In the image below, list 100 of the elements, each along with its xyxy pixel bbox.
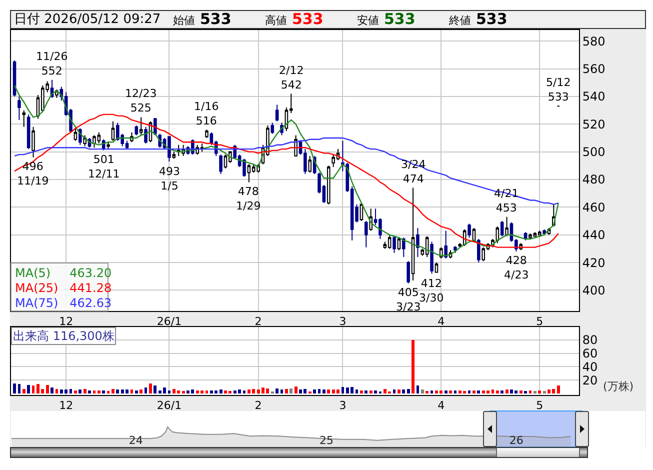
bar xyxy=(46,384,49,394)
bar xyxy=(154,386,157,394)
x-tick-label: 4 xyxy=(438,399,445,412)
y-tick-label: 40 xyxy=(582,360,598,374)
bar xyxy=(140,390,143,394)
candlestick xyxy=(454,245,457,254)
text: 533 xyxy=(292,10,324,28)
y-tick-label: 560 xyxy=(582,62,606,76)
x-tick-label: 24 xyxy=(128,434,143,447)
bar xyxy=(374,390,377,394)
x-tick-label: 26 xyxy=(509,434,524,447)
bar xyxy=(369,390,372,394)
text: MA(75) 462.63 xyxy=(15,296,112,310)
x-tick-label: 3 xyxy=(339,399,346,412)
bar xyxy=(500,390,504,394)
candlestick xyxy=(364,220,368,248)
bar xyxy=(290,388,293,394)
candlestick xyxy=(18,96,21,120)
bar xyxy=(102,390,106,394)
candlestick xyxy=(444,230,448,259)
text: 533 xyxy=(200,10,232,28)
y-tick-label: 480 xyxy=(582,172,606,187)
bar xyxy=(27,384,30,394)
annotation: 1/16 516 xyxy=(194,100,219,128)
bar xyxy=(505,390,508,394)
annotation: 11/26 552 xyxy=(36,50,68,78)
candlestick xyxy=(505,216,508,237)
x-tick-label: 25 xyxy=(319,434,334,447)
candlestick xyxy=(542,228,546,236)
text: 533 xyxy=(476,10,508,28)
y-tick-label: 60 xyxy=(582,346,598,360)
annotation: 493 1/5 xyxy=(159,165,180,192)
annotation: 5/12 533 xyxy=(546,76,571,104)
candlestick xyxy=(411,187,415,282)
candlestick xyxy=(468,223,471,238)
bar xyxy=(149,384,152,394)
x-tick-label: 26/1 xyxy=(156,315,182,328)
bar xyxy=(398,390,400,394)
bar xyxy=(13,384,16,394)
x-tick-label: 5 xyxy=(536,399,544,412)
x-tick-label: 5 xyxy=(536,315,544,328)
candlestick xyxy=(308,155,312,174)
candlestick xyxy=(270,122,274,134)
annotation: 405 3/23 xyxy=(396,286,421,314)
bar xyxy=(88,390,91,394)
y-tick-label: 520 xyxy=(582,117,606,132)
candlestick xyxy=(172,151,176,160)
bar xyxy=(97,390,100,394)
bar xyxy=(78,390,82,394)
x-tick-label: 2 xyxy=(254,399,262,412)
bar xyxy=(449,390,452,394)
candlestick xyxy=(134,125,138,136)
bar xyxy=(116,390,120,394)
bar xyxy=(322,390,326,394)
y-tick-label: 80 xyxy=(582,332,598,347)
candlestick xyxy=(83,134,86,147)
bar xyxy=(50,388,54,394)
y-tick-label: 420 xyxy=(582,256,606,270)
candlestick xyxy=(500,220,504,237)
candlestick xyxy=(392,236,396,254)
annotation: 501 12/11 xyxy=(88,153,120,180)
bar xyxy=(360,390,363,394)
candlestick xyxy=(326,165,330,205)
text: 日付 2026/05/12 09:27 xyxy=(14,11,161,28)
bar xyxy=(556,386,560,394)
bar xyxy=(276,388,279,394)
x-tick-label: 2 xyxy=(254,315,262,328)
bar xyxy=(83,388,86,394)
annotation: 478 1/29 xyxy=(236,185,261,212)
bar xyxy=(402,390,406,394)
candlestick xyxy=(477,238,480,264)
bar xyxy=(327,390,330,394)
candlestick xyxy=(144,126,148,144)
candlestick xyxy=(106,142,110,150)
text: 高値 xyxy=(265,13,287,29)
candlestick xyxy=(139,116,143,136)
candlestick xyxy=(416,227,420,258)
text: 533 xyxy=(384,10,416,28)
y-axis-title: (万株) xyxy=(603,380,634,393)
x-tick-label: 26/1 xyxy=(156,399,182,412)
candlestick xyxy=(430,241,434,274)
candlestick xyxy=(538,230,542,236)
text: MA(5) 463.20 xyxy=(15,266,112,280)
bar xyxy=(313,390,316,394)
bar xyxy=(284,388,288,394)
y-tick-label: 400 xyxy=(582,283,606,298)
candlestick xyxy=(219,154,222,174)
bar xyxy=(406,388,410,394)
bar xyxy=(533,390,536,394)
bar xyxy=(472,390,476,394)
bar xyxy=(134,390,138,394)
bar xyxy=(426,390,429,394)
annotation: 496 11/19 xyxy=(17,160,49,188)
annotation: 12/23 525 xyxy=(125,87,157,114)
y-tick-label: 20 xyxy=(582,373,598,388)
y-tick-label: 540 xyxy=(582,90,606,104)
candlestick xyxy=(111,120,115,142)
bar xyxy=(538,390,542,394)
candlestick xyxy=(32,126,35,158)
y-tick-label: 500 xyxy=(582,145,606,160)
